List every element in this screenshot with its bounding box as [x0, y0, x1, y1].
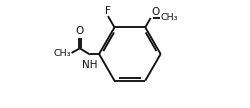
Text: CH₃: CH₃	[160, 14, 178, 22]
Text: NH: NH	[82, 60, 98, 70]
Text: O: O	[151, 7, 160, 17]
Text: O: O	[76, 26, 84, 37]
Text: CH₃: CH₃	[53, 49, 71, 58]
Text: F: F	[104, 6, 110, 16]
